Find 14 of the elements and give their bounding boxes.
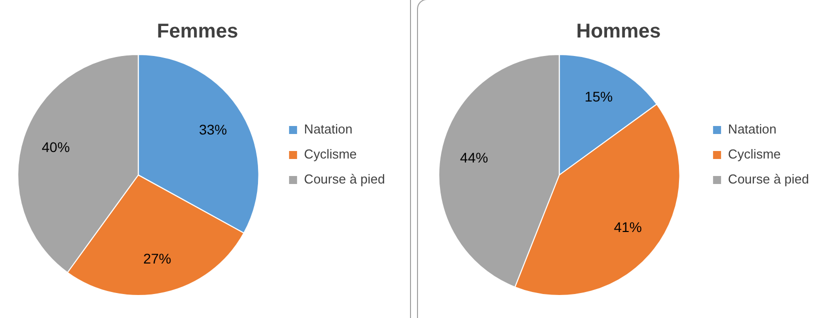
legend-label: Cyclisme	[728, 146, 781, 162]
data-label: 40%	[42, 139, 70, 156]
legend-label: Cyclisme	[304, 146, 357, 162]
data-label: 44%	[460, 150, 488, 166]
data-label: 27%	[143, 250, 172, 267]
data-label: 41%	[614, 219, 642, 236]
chart-title: Femmes	[156, 20, 238, 43]
chart-title: Hommes	[576, 20, 661, 43]
data-label: 15%	[584, 88, 613, 105]
legend-label: Course à pied	[304, 172, 386, 187]
legend-label: Natation	[728, 122, 776, 137]
data-label: 33%	[198, 122, 227, 138]
legend-label: Natation	[304, 122, 352, 137]
legend-label: Course à pied	[728, 172, 810, 187]
